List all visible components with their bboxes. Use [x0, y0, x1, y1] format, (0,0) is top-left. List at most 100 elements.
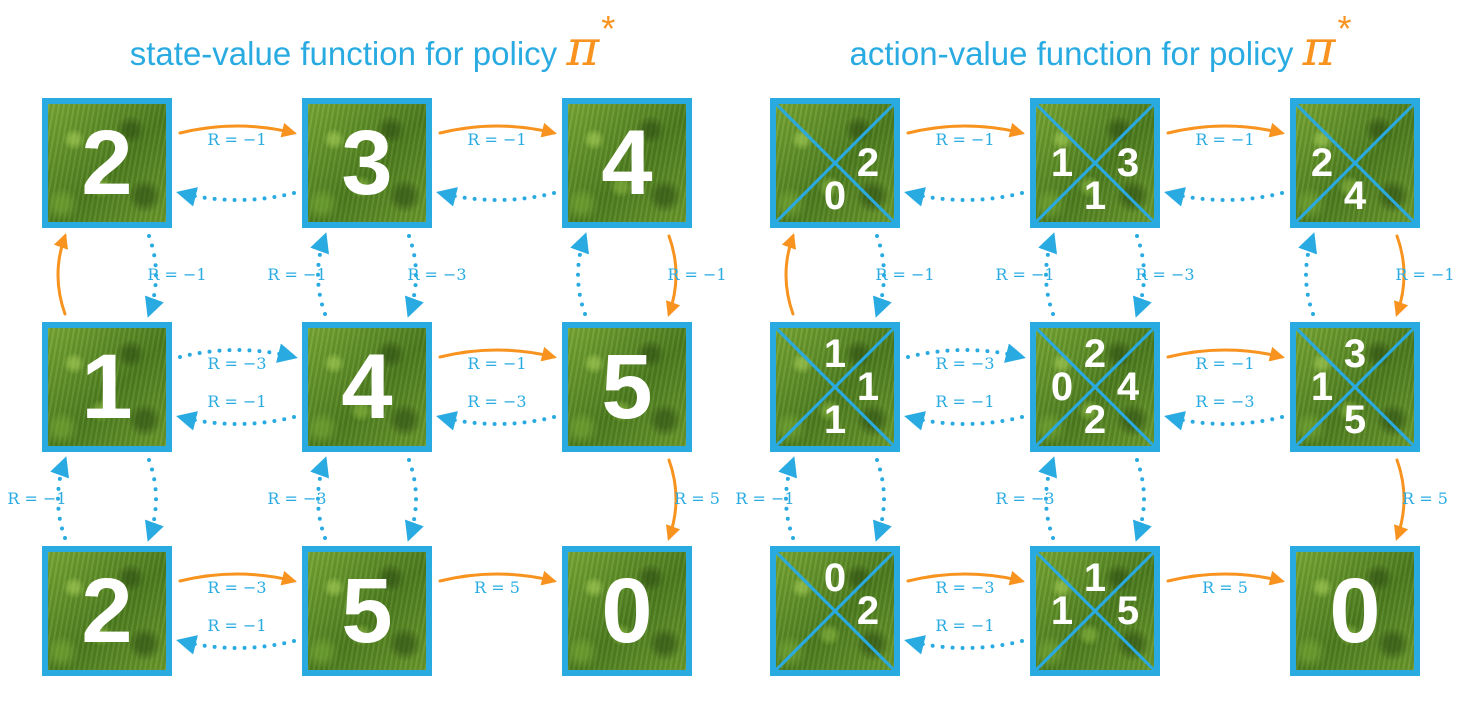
quadrant-divider	[776, 104, 894, 222]
reward-label: R = −1	[1195, 130, 1254, 149]
transition-arrow	[904, 635, 1024, 655]
pi-symbol: π	[566, 19, 600, 77]
reward-label: R = −3	[207, 578, 266, 597]
state-tile: 4	[302, 322, 432, 452]
action-value-east: 4	[1116, 365, 1140, 409]
state-value: 3	[341, 111, 393, 214]
quadrant-divider	[1296, 328, 1414, 446]
optimal-transition-arrow	[53, 233, 69, 316]
transition-arrow	[436, 187, 556, 207]
optimal-transition-arrow	[665, 234, 681, 317]
action-value-south: 1	[1083, 174, 1107, 219]
quadrant-divider	[1036, 104, 1154, 222]
action-value-north: 1	[1083, 555, 1107, 600]
reward-label: R = −1	[995, 265, 1054, 284]
reward-label: R = −1	[735, 489, 794, 508]
optimal-transition-arrow	[1166, 122, 1285, 138]
reward-label: R = −1	[7, 489, 66, 508]
optimal-transition-arrow	[665, 458, 681, 541]
reward-label: R = −3	[1195, 392, 1254, 411]
transition-arrow	[1164, 411, 1284, 431]
action-value-south: 4	[1343, 174, 1367, 219]
optimal-transition-arrow	[1393, 234, 1409, 317]
reward-label: R = −1	[935, 616, 994, 635]
transition-arrow	[1132, 234, 1152, 318]
state-tile: 0	[562, 546, 692, 676]
transition-arrow	[310, 232, 330, 316]
pi-symbol: π	[1302, 19, 1336, 77]
action-value-north: 3	[1343, 331, 1367, 376]
star-symbol: *	[1337, 8, 1352, 49]
reward-label: R = −1	[267, 265, 326, 284]
reward-label: R = −3	[467, 392, 526, 411]
reward-label: R = −3	[935, 578, 994, 597]
action-value-west: 0	[1050, 365, 1074, 409]
state-value: 4	[341, 335, 393, 438]
state-value: 5	[341, 559, 393, 662]
reward-label: R = −1	[467, 354, 526, 373]
quadrant-divider	[776, 552, 894, 670]
reward-label: R = −3	[995, 489, 1054, 508]
reward-label: R = −1	[207, 392, 266, 411]
optimal-transition-arrow	[438, 570, 557, 586]
action-tile: 0	[1290, 546, 1420, 676]
reward-label: R = 5	[1202, 578, 1248, 597]
state-value: 5	[601, 335, 653, 438]
transition-arrow	[1038, 232, 1058, 316]
transition-arrow	[144, 458, 164, 542]
state-value: 1	[81, 335, 133, 438]
reward-label: R = 5	[1402, 489, 1448, 508]
reward-label: R = −3	[935, 354, 994, 373]
reward-label: R = −1	[207, 616, 266, 635]
reward-label: R = −1	[875, 265, 934, 284]
transition-arrow	[176, 411, 296, 431]
reward-label: R = −1	[667, 265, 726, 284]
transition-arrow	[404, 458, 424, 542]
reward-label: R = −1	[207, 130, 266, 149]
optimal-transition-arrow	[781, 233, 797, 316]
quadrant-divider	[776, 328, 894, 446]
transition-arrow	[872, 458, 892, 542]
action-value-south: 2	[1083, 398, 1107, 443]
state-tile: 2	[42, 546, 172, 676]
reward-label: R = −1	[1395, 265, 1454, 284]
reward-label: R = −1	[147, 265, 206, 284]
reward-label: R = −3	[1135, 265, 1194, 284]
transition-arrow	[1164, 187, 1284, 207]
optimal-transition-arrow	[1166, 346, 1285, 362]
title-text: state-value function for policy	[129, 35, 567, 72]
transition-arrow	[1132, 458, 1152, 542]
reward-label: R = −1	[935, 392, 994, 411]
action-value-east: 3	[1116, 141, 1140, 185]
quadrant-divider	[1036, 328, 1154, 446]
action-value-east: 1	[856, 365, 880, 409]
transition-arrow	[872, 234, 892, 318]
action-value-west: 1	[1310, 365, 1334, 409]
action-value-north: 0	[823, 555, 847, 600]
state-value: 4	[601, 111, 653, 214]
optimal-transition-arrow	[178, 122, 297, 138]
action-value-south: 5	[1343, 398, 1367, 443]
transition-arrow	[144, 234, 164, 318]
action-value-west: 1	[1050, 589, 1074, 633]
state-tile: 5	[302, 546, 432, 676]
transition-arrow	[50, 456, 70, 540]
reward-label: R = 5	[674, 489, 720, 508]
optimal-transition-arrow	[178, 570, 297, 586]
action-value-north: 2	[1083, 331, 1107, 376]
transition-arrow	[570, 232, 590, 316]
action-value-south: 0	[823, 174, 847, 219]
action-value-east: 2	[856, 589, 880, 633]
action-value-south: 1	[823, 398, 847, 443]
transition-arrow	[904, 187, 1024, 207]
action-value-north: 1	[823, 331, 847, 376]
transition-arrow	[778, 456, 798, 540]
transition-arrow	[404, 234, 424, 318]
